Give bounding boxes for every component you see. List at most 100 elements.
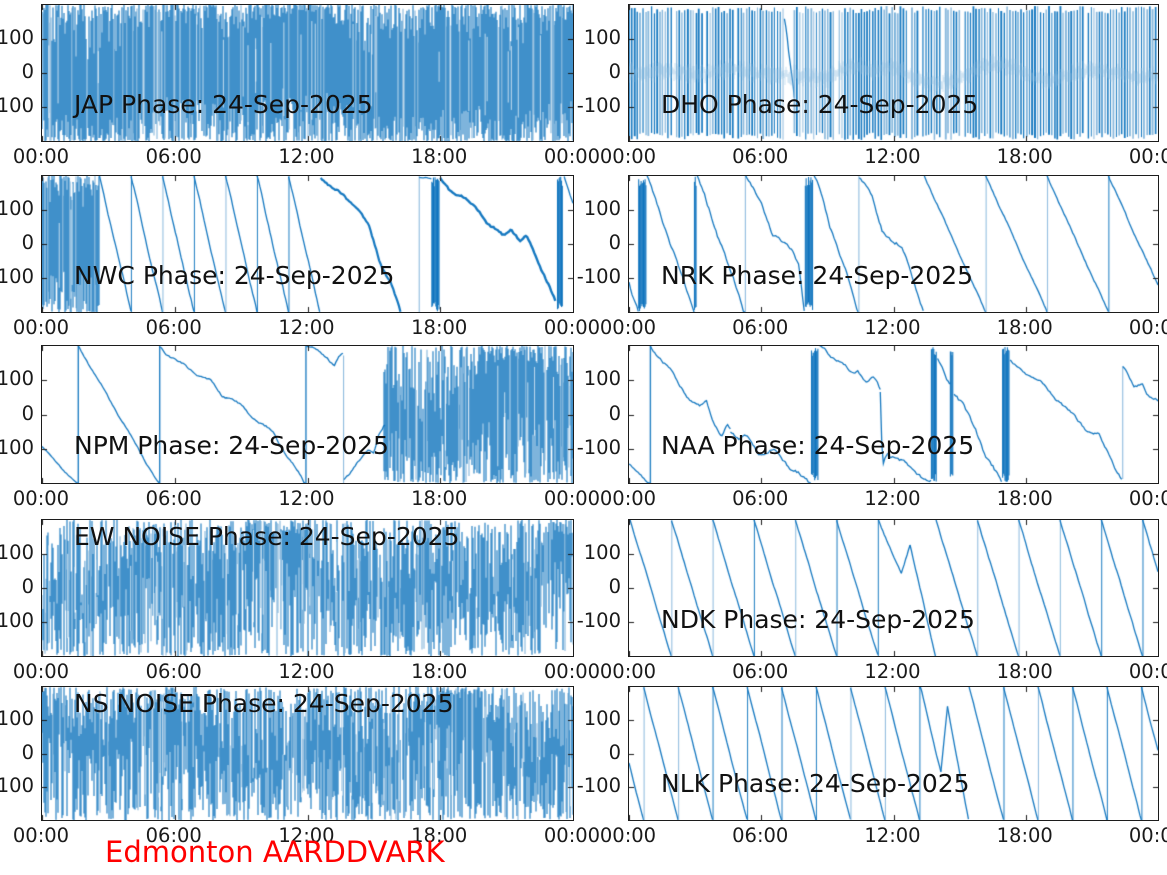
plot-title: NWC Phase: 24-Sep-2025 [74, 261, 395, 290]
nlk-phase-series [629, 687, 1158, 820]
x-tick-label: 18:00 [411, 316, 468, 339]
y-tick-label: 0 [608, 231, 621, 254]
receiver-site-label: Edmonton AARDDVARK [105, 835, 445, 869]
x-tick-label: 00:00 [543, 316, 601, 339]
y-tick-label: 0 [21, 231, 34, 254]
x-tick-label: 00:00 [599, 316, 657, 339]
x-tick-label: 12:00 [278, 145, 335, 168]
y-tick-label: 100 [583, 367, 621, 391]
plot-title: DHO Phase: 24-Sep-2025 [661, 90, 979, 119]
y-tick-label: 100 [0, 367, 34, 391]
plot-nrk: NRK Phase: 24-Sep-2025 [628, 175, 1159, 313]
plot-dho: DHO Phase: 24-Sep-2025 [628, 4, 1159, 142]
y-tick-label: -100 [576, 773, 621, 797]
x-tick-label: 00:00 [543, 660, 601, 683]
ns-noise-phase-series [42, 687, 573, 820]
x-tick-label: 06:00 [732, 145, 789, 168]
ew-noise-phase-series [42, 520, 573, 656]
plot-title: NAA Phase: 24-Sep-2025 [661, 431, 975, 460]
x-tick-label: 06:00 [145, 316, 202, 339]
x-tick-label: 18:00 [996, 824, 1053, 847]
x-tick-label: 00:00 [599, 824, 657, 847]
y-tick-label: 0 [21, 60, 34, 83]
x-tick-label: 06:00 [732, 824, 789, 847]
x-tick-label: 12:00 [278, 660, 335, 683]
y-tick-label: 100 [0, 197, 34, 220]
x-tick-label: 18:00 [996, 660, 1053, 683]
x-tick-label: 00:00 [543, 487, 601, 510]
x-tick-label: 06:00 [145, 145, 202, 168]
y-tick-label: 0 [21, 401, 34, 425]
plot-ndk: NDK Phase: 24-Sep-2025 [628, 519, 1159, 657]
plot-title: NDK Phase: 24-Sep-2025 [661, 605, 975, 634]
x-tick-label: 18:00 [996, 487, 1053, 510]
plot-ns-noise: NS NOISE Phase: 24-Sep-2025 [41, 686, 574, 821]
plot-title: NLK Phase: 24-Sep-2025 [661, 769, 970, 798]
plot-nwc: NWC Phase: 24-Sep-2025 [41, 175, 574, 313]
x-tick-label: 00:00 [12, 487, 70, 510]
plot-nlk: NLK Phase: 24-Sep-2025 [628, 686, 1159, 821]
ndk-phase-series [629, 520, 1158, 656]
naa-phase-series [629, 346, 1158, 483]
y-tick-label: 100 [583, 197, 621, 220]
y-tick-label: -100 [576, 265, 621, 288]
npm-phase-series [42, 346, 573, 483]
y-tick-label: -100 [576, 609, 621, 632]
x-tick-label: 12:00 [278, 824, 335, 847]
y-tick-label: 0 [608, 740, 621, 764]
x-tick-label: 18:00 [411, 145, 468, 168]
plot-ew-noise: EW NOISE Phase: 24-Sep-2025 [41, 519, 574, 657]
plot-title: JAP Phase: 24-Sep-2025 [74, 90, 373, 119]
x-tick-label: 00:00 [1128, 316, 1167, 339]
y-tick-label: 0 [21, 575, 34, 598]
x-tick-label: 00:00 [599, 145, 657, 168]
x-tick-label: 18:00 [411, 487, 468, 510]
plot-title: NPM Phase: 24-Sep-2025 [74, 431, 389, 460]
y-tick-label: 0 [608, 401, 621, 425]
x-tick-label: 00:00 [12, 316, 70, 339]
y-tick-label: 100 [583, 26, 621, 49]
x-tick-label: 00:00 [12, 660, 70, 683]
x-tick-label: 12:00 [864, 824, 921, 847]
plot-jap: JAP Phase: 24-Sep-2025 [41, 4, 574, 142]
x-tick-label: 06:00 [145, 660, 202, 683]
y-tick-label: 100 [0, 707, 34, 731]
x-tick-label: 18:00 [996, 145, 1053, 168]
y-tick-label: 100 [0, 541, 34, 564]
x-tick-label: 00:00 [599, 487, 657, 510]
x-tick-label: 18:00 [996, 316, 1053, 339]
jap-phase-series [42, 5, 573, 141]
y-tick-label: 100 [583, 707, 621, 731]
x-tick-label: 12:00 [278, 316, 335, 339]
x-tick-label: 06:00 [145, 487, 202, 510]
x-tick-label: 00:00 [12, 824, 70, 847]
x-tick-label: 06:00 [732, 487, 789, 510]
x-tick-label: 12:00 [864, 145, 921, 168]
y-tick-label: 100 [583, 541, 621, 564]
y-tick-label: 100 [0, 26, 34, 49]
x-tick-label: 12:00 [864, 316, 921, 339]
y-tick-label: -100 [0, 609, 34, 632]
plot-title: EW NOISE Phase: 24-Sep-2025 [74, 522, 460, 551]
x-tick-label: 06:00 [732, 660, 789, 683]
nwc-phase-series [42, 176, 573, 312]
y-tick-label: 0 [608, 575, 621, 598]
y-tick-label: 0 [21, 740, 34, 764]
x-tick-label: 00:00 [1128, 824, 1167, 847]
y-tick-label: -100 [576, 435, 621, 459]
y-tick-label: -100 [0, 435, 34, 459]
x-tick-label: 00:00 [543, 145, 601, 168]
x-tick-label: 12:00 [864, 660, 921, 683]
y-tick-label: 0 [608, 60, 621, 83]
x-tick-label: 00:00 [12, 145, 70, 168]
plot-naa: NAA Phase: 24-Sep-2025 [628, 345, 1159, 484]
x-tick-label: 00:00 [599, 660, 657, 683]
plot-title: NS NOISE Phase: 24-Sep-2025 [74, 689, 454, 718]
x-tick-label: 06:00 [732, 316, 789, 339]
y-tick-label: -100 [576, 94, 621, 117]
x-tick-label: 00:00 [1128, 145, 1167, 168]
x-tick-label: 18:00 [411, 660, 468, 683]
x-tick-label: 00:00 [1128, 660, 1167, 683]
dho-phase-series [629, 5, 1158, 141]
